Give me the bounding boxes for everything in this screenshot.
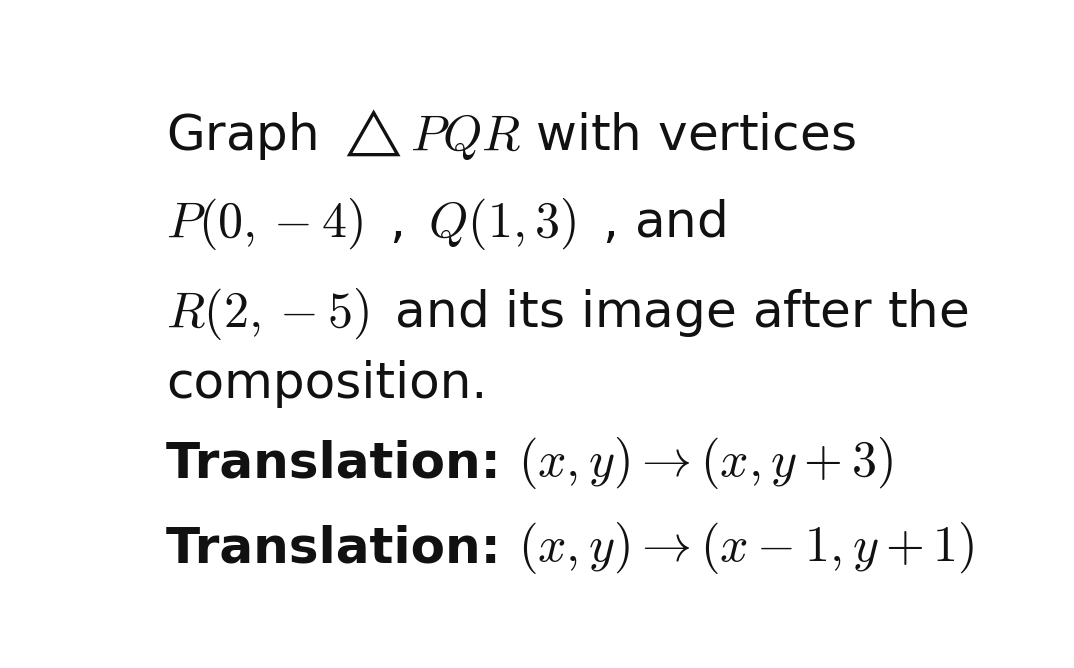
Text: Translation:: Translation: (165, 524, 518, 572)
Text: $(x, y)\rightarrow(x-1, y+1)$: $(x, y)\rightarrow(x-1, y+1)$ (518, 520, 974, 576)
Text: Translation:: Translation: (165, 440, 518, 488)
Text: $(x, y)\rightarrow(x, y+3)$: $(x, y)\rightarrow(x, y+3)$ (518, 436, 894, 492)
Text: $\mathit{R}(2, -5)\,$ and its image after the: $\mathit{R}(2, -5)\,$ and its image afte… (165, 286, 969, 342)
Text: composition.: composition. (165, 359, 488, 407)
Text: $\mathit{P}(0, -4)\,$ , $\,\mathit{Q}(1, 3)\,$ , and: $\mathit{P}(0, -4)\,$ , $\,\mathit{Q}(1,… (165, 196, 726, 253)
Text: Graph $\triangle \mathit{PQR}$ with vertices: Graph $\triangle \mathit{PQR}$ with vert… (165, 107, 856, 162)
